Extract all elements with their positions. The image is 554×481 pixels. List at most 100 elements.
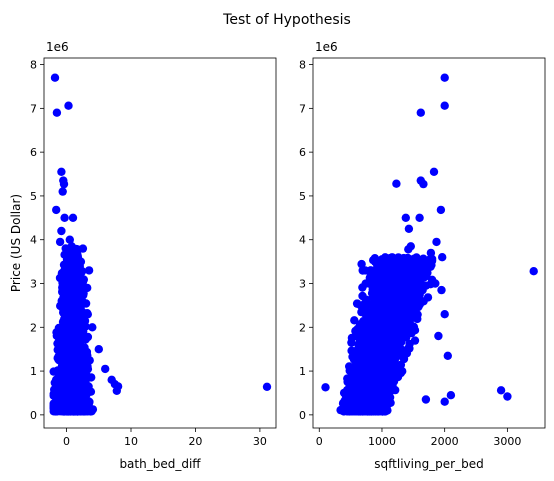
right-x-ticks: 0 1000 2000 3000: [316, 428, 521, 448]
scatter-point: [404, 224, 414, 233]
scatter-point: [361, 279, 370, 288]
scatter-point: [381, 302, 390, 312]
scatter-point: [101, 364, 110, 374]
y-tick-label: 6: [30, 146, 37, 159]
scatter-point: [50, 73, 60, 82]
scatter-point: [364, 390, 374, 399]
scatter-point: [87, 373, 96, 382]
x-tick-label: 0: [316, 435, 323, 448]
scatter-point: [80, 356, 90, 365]
y-tick-label: 4: [30, 234, 37, 247]
scatter-point: [55, 237, 65, 247]
scatter-point: [64, 101, 73, 110]
scatter-point: [389, 311, 398, 320]
scatter-point: [69, 294, 78, 304]
scatter-point: [438, 253, 447, 262]
scatter-point: [360, 357, 369, 367]
scatter-point: [60, 213, 69, 222]
scatter-point: [352, 363, 361, 372]
scatter-point: [372, 323, 381, 332]
scatter-point: [426, 248, 436, 258]
right-points: [321, 73, 538, 416]
scatter-point: [76, 400, 86, 410]
left-x-ticks: 0 10 20 30: [63, 428, 267, 448]
y-tick-label: 6: [299, 146, 306, 159]
y-tick-label: 0: [299, 409, 306, 422]
scatter-point: [353, 299, 362, 308]
scatter-point: [345, 362, 354, 371]
scatter-point: [393, 292, 402, 302]
scatter-point: [88, 323, 97, 332]
scatter-point: [321, 383, 330, 392]
scatter-point: [381, 361, 390, 370]
scatter-point: [378, 318, 387, 327]
scatter-point: [57, 226, 66, 236]
scatter-point: [63, 384, 72, 393]
scatter-point: [83, 310, 93, 319]
scatter-point: [361, 323, 370, 332]
scatter-point: [376, 398, 385, 407]
scatter-point: [59, 260, 69, 269]
scatter-point: [66, 359, 75, 368]
scatter-point: [345, 382, 354, 392]
scatter-point: [401, 213, 410, 222]
scatter-point: [64, 327, 74, 337]
scatter-point: [53, 366, 62, 375]
scatter-point: [67, 242, 76, 251]
scatter-point: [389, 348, 398, 357]
scatter-point: [381, 253, 390, 262]
scatter-point: [364, 400, 373, 409]
figure-title: Test of Hypothesis: [222, 12, 351, 28]
scatter-point: [392, 179, 401, 188]
scatter-point: [65, 235, 75, 244]
scatter-point: [75, 378, 84, 387]
scatter-point: [357, 259, 366, 269]
scatter-point: [403, 324, 412, 333]
scatter-point: [68, 311, 78, 320]
right-y-ticks: 0 1 2 3 4 5 6 7 8: [299, 59, 313, 422]
scatter-point: [349, 355, 359, 364]
scatter-point: [347, 338, 356, 347]
scatter-point: [410, 265, 419, 275]
scatter-point: [351, 388, 361, 397]
scatter-point: [437, 285, 446, 295]
x-tick-label: 30: [253, 435, 267, 448]
scatter-point: [350, 316, 359, 325]
scatter-point: [56, 390, 65, 399]
scatter-point: [415, 213, 424, 222]
scatter-point: [503, 392, 512, 401]
scatter-point: [66, 305, 75, 314]
scatter-point: [402, 333, 411, 342]
scatter-point: [391, 336, 400, 346]
scatter-point: [397, 306, 406, 315]
scatter-point: [378, 352, 388, 361]
scatter-point: [387, 280, 396, 289]
y-tick-label: 4: [299, 234, 306, 247]
scatter-point: [68, 213, 78, 222]
scatter-point: [343, 397, 352, 406]
scatter-point: [370, 257, 380, 266]
scatter-point: [50, 378, 59, 387]
scatter-point: [529, 267, 538, 276]
scatter-point: [59, 275, 68, 284]
scatter-point: [418, 285, 427, 295]
scatter-point: [64, 249, 74, 259]
scatter-point: [423, 293, 433, 302]
scatter-point: [57, 167, 66, 176]
scatter-point: [83, 283, 92, 293]
scatter-point: [363, 307, 372, 316]
scatter-point: [58, 187, 67, 196]
scatter-point: [52, 205, 61, 215]
scatter-point: [440, 73, 449, 82]
scatter-point: [421, 395, 431, 404]
x-tick-label: 0: [63, 435, 70, 448]
scatter-point: [409, 255, 418, 264]
scatter-point: [446, 391, 456, 400]
scatter-point: [404, 245, 413, 254]
y-tick-label: 5: [30, 190, 37, 203]
right-subplot: 0 1000 2000 3000 0 1 2 3 4 5 6 7 8 1e6 sqftliving_p…: [299, 40, 546, 471]
scatter-point: [436, 205, 446, 215]
scatter-point: [399, 277, 408, 286]
scatter-point: [440, 310, 449, 319]
